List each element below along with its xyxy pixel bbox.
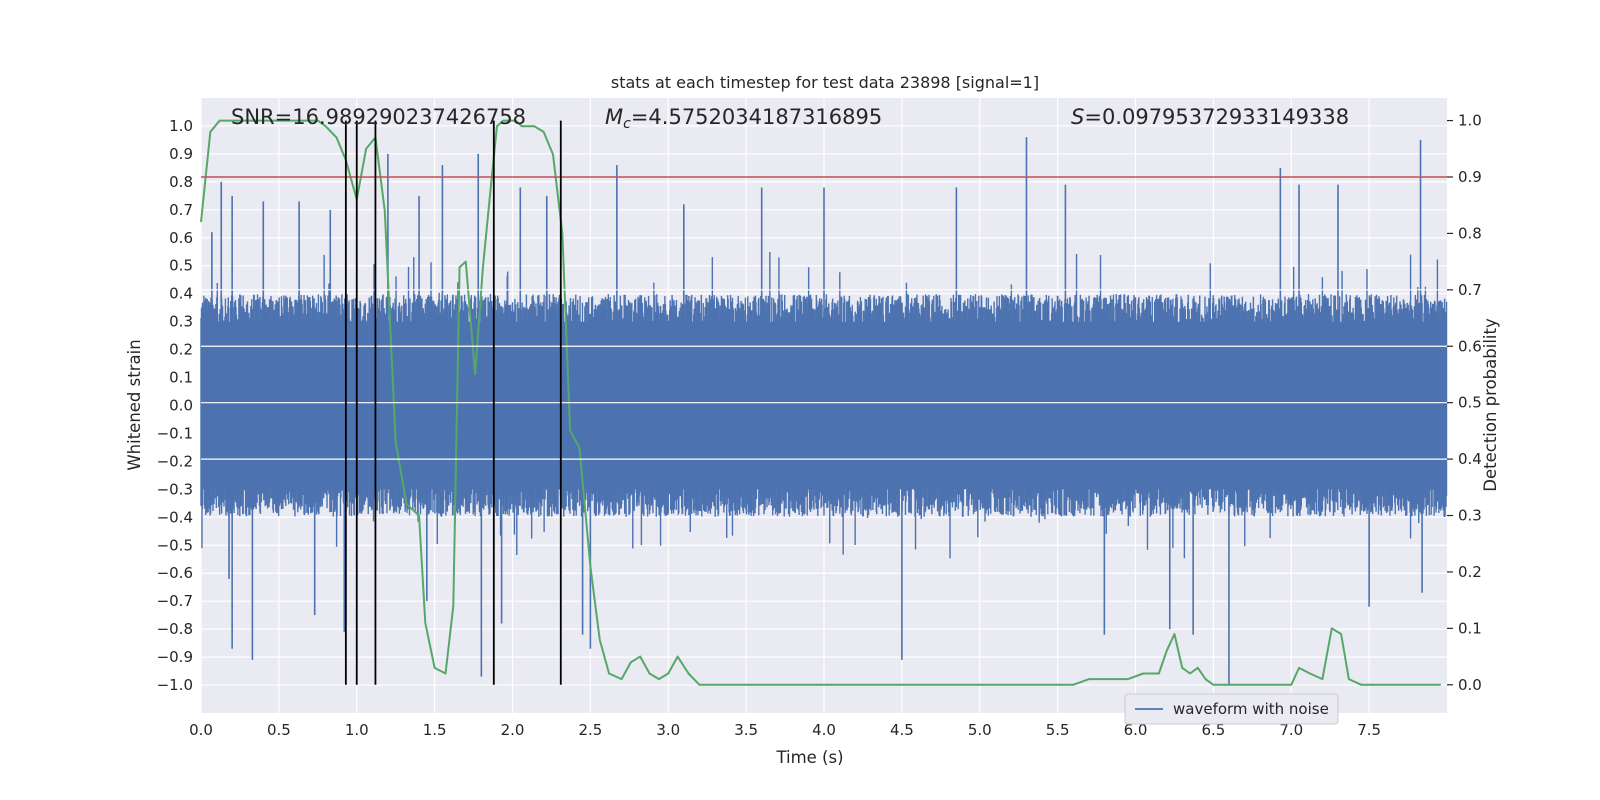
s-annotation: S=0.09795372933149338 [1071, 105, 1349, 129]
x-tick-label: 1.0 [345, 721, 369, 739]
chirp-mass-annotation: Mc=4.5752034187316895 [605, 105, 882, 132]
x-tick-label: 7.5 [1357, 721, 1381, 739]
y-tick-label: −0.8 [157, 620, 193, 638]
chirp-mass-value: =4.5752034187316895 [631, 105, 882, 129]
y2-tick-label: 0.9 [1458, 168, 1482, 186]
y-tick-label: 0.7 [169, 201, 193, 219]
x-tick-label: 0.5 [267, 721, 291, 739]
x-tick-label: 1.5 [423, 721, 447, 739]
y-tick-label: 0.4 [169, 285, 193, 303]
y2-tick-label: 0.3 [1458, 507, 1482, 525]
y-tick-label: −0.5 [157, 536, 193, 554]
y2-tick-label: 0.5 [1458, 394, 1482, 412]
x-axis-label: Time (s) [775, 748, 843, 767]
y-tick-label: −0.3 [157, 480, 193, 498]
legend-label-waveform: waveform with noise [1173, 700, 1329, 718]
y-axis-label: Whitened strain [125, 339, 144, 470]
y2-tick-label: 1.0 [1458, 112, 1482, 130]
x-tick-label: 4.5 [890, 721, 914, 739]
x-tick-label: 3.0 [656, 721, 680, 739]
y-tick-label: 1.0 [169, 117, 193, 135]
s-value: =0.09795372933149338 [1084, 105, 1349, 129]
detection-probability-line [200, 119, 1441, 686]
legend-box [1124, 693, 1339, 725]
legend: waveform with noise [1124, 693, 1339, 725]
y-tick-label: −1.0 [157, 676, 193, 694]
y-tick-label: −0.7 [157, 592, 193, 610]
snr-annotation: SNR=16.989290237426758 [231, 105, 526, 129]
y-tick-label: 0.5 [169, 257, 193, 275]
y-tick-label: 0.8 [169, 173, 193, 191]
y-tick-label: 0.1 [169, 369, 193, 387]
marker-lines [344, 120, 562, 685]
y-tick-label: 0.6 [169, 229, 193, 247]
y2-tick-label: 0.6 [1458, 337, 1482, 355]
s-symbol: S [1071, 105, 1084, 129]
y-tick-label: 0.3 [169, 313, 193, 331]
x-tick-label: 4.0 [812, 721, 836, 739]
x-tick-label: 6.5 [1201, 721, 1225, 739]
right-axis-grid [201, 289, 1447, 460]
chirp-mass-subscript: c [623, 116, 631, 132]
y2-tick-label: 0.4 [1458, 450, 1482, 468]
y2-tick-label: 0.8 [1458, 224, 1482, 242]
x-tick-label: 5.0 [968, 721, 992, 739]
y-tick-label: 0.0 [169, 397, 193, 415]
chart-title: stats at each timestep for test data 238… [611, 73, 1039, 92]
y-tick-label: −0.4 [157, 508, 193, 526]
y-tick-label: −0.1 [157, 424, 193, 442]
x-tick-label: 7.0 [1279, 721, 1303, 739]
waveform-series [200, 137, 1448, 686]
y2-tick-labels: 1.0 0.9 0.8 0.7 0.6 0.5 0.4 0.3 0.2 0.1 0.0 [1447, 112, 1482, 694]
y2-tick-label: 0.1 [1458, 619, 1482, 637]
y-tick-labels: 1.0 0.9 0.8 0.7 0.6 0.5 0.4 0.3 0.2 0.1 0.0 −0.1 −0.… [157, 117, 193, 694]
y2-axis-label: Detection probability [1481, 318, 1500, 492]
x-tick-label: 5.5 [1046, 721, 1070, 739]
x-tick-labels: 0.0 0.5 1.0 1.5 2.0 2.5 3.0 3.5 4.0 4.5 5.0 5.5 6.0 6… [189, 721, 1381, 739]
chirp-mass-symbol: M [605, 105, 623, 129]
y-tick-label: −0.6 [157, 564, 193, 582]
probability-series [200, 119, 1441, 686]
x-tick-label: 6.0 [1124, 721, 1148, 739]
y2-tick-label: 0.7 [1458, 281, 1482, 299]
x-tick-label: 3.5 [734, 721, 758, 739]
y-tick-label: 0.2 [169, 341, 193, 359]
x-tick-label: 0.0 [189, 721, 213, 739]
y2-tick-label: 0.0 [1458, 676, 1482, 694]
y-tick-label: 0.9 [169, 145, 193, 163]
x-tick-label: 2.0 [501, 721, 525, 739]
y2-tick-label: 0.2 [1458, 563, 1482, 581]
y-tick-label: −0.9 [157, 648, 193, 666]
x-tick-label: 2.5 [578, 721, 602, 739]
y-tick-label: −0.2 [157, 452, 193, 470]
